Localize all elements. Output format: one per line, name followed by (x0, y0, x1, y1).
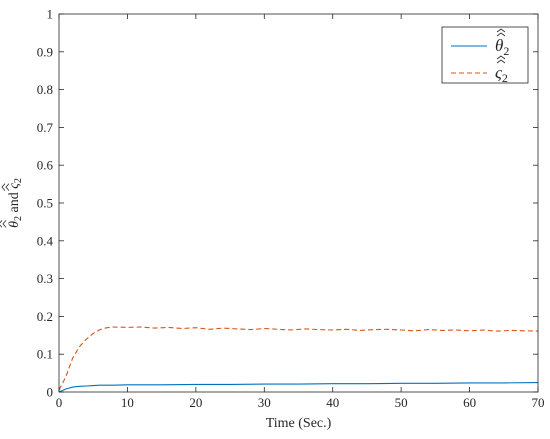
x-tick-label: 30 (258, 395, 271, 410)
y-tick-label: 0.2 (37, 309, 53, 324)
hat-mark (496, 59, 506, 64)
hat-mark (2, 220, 7, 228)
hat-mark (0, 220, 3, 228)
legend: θ2 ς2 (441, 26, 529, 85)
hat-mark (1, 183, 6, 191)
y-tick-label: 0.5 (37, 196, 53, 211)
legend-hat-zeta (496, 55, 506, 64)
x-tick-label: 20 (189, 395, 202, 410)
y-tick-label: 0.4 (37, 233, 54, 248)
y-axis-title-sub2: 2 (13, 178, 24, 183)
y-tick-label: 0.3 (37, 271, 53, 286)
y-tick-label: 0 (47, 385, 54, 400)
legend-label-zeta: ς2 (495, 63, 508, 85)
hat-mark (496, 32, 506, 37)
series-line-0 (58, 382, 539, 393)
x-tick-label: 0 (56, 395, 63, 410)
y-tick-label: 1 (47, 7, 54, 22)
x-tick-label: 70 (532, 395, 545, 410)
axis-ticks: 0 10 20 30 40 50 60 70 0 0.1 0.2 0.3 0.4 0.5 0.6 0.7 0.8… (37, 7, 545, 411)
legend-hat-theta (496, 28, 506, 37)
y-tick-label: 0.1 (37, 347, 53, 362)
y-tick-label: 0.7 (37, 120, 54, 135)
plot-series (58, 326, 539, 393)
y-axis-title-sub1: 2 (13, 216, 24, 221)
legend-box (441, 26, 529, 84)
x-tick-label: 60 (463, 395, 476, 410)
y-tick-label: 0.6 (37, 158, 54, 173)
x-tick-label: 40 (326, 395, 339, 410)
hat-mark (5, 183, 10, 191)
y-axis-title: θ2 and ς2 (7, 178, 24, 228)
legend-label-theta: θ2 (495, 36, 509, 58)
series-line-1 (58, 326, 539, 391)
hat-mark (496, 55, 506, 60)
x-tick-label: 10 (121, 395, 134, 410)
y-axis-title-zeta: ς (7, 183, 22, 189)
y-tick-label: 0.9 (37, 44, 53, 59)
y-axis-title-and: and (7, 189, 22, 216)
y-tick-label: 0.8 (37, 82, 53, 97)
hat-mark (496, 28, 506, 33)
x-tick-label: 50 (395, 395, 408, 410)
y-axis-title-theta: θ (7, 221, 22, 228)
y-axis-title-hats (0, 183, 10, 228)
x-axis-title: Time (Sec.) (266, 416, 332, 431)
